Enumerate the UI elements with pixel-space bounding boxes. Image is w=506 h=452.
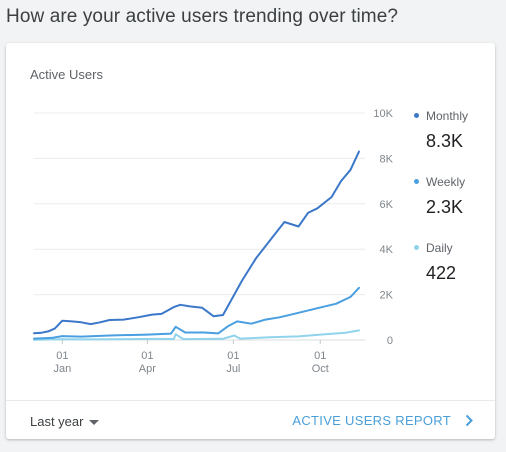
date-range-label: Last year	[30, 414, 84, 429]
y-tick-label: 8K	[380, 153, 394, 165]
x-tick-label: 01	[227, 350, 239, 362]
x-tick-label: Jan	[53, 363, 71, 375]
legend-dot-icon	[414, 245, 419, 250]
legend-dot-icon	[414, 179, 419, 184]
series-line-monthly	[33, 150, 360, 335]
series-line-weekly	[33, 286, 360, 340]
x-tick-label: 01	[314, 350, 326, 362]
active-users-report-link[interactable]: ACTIVE USERS REPORT	[292, 413, 473, 428]
x-tick-label: Jul	[226, 363, 240, 375]
legend-name: Monthly	[426, 109, 469, 123]
chevron-right-icon	[465, 414, 473, 427]
y-tick-label: 2K	[380, 290, 394, 302]
legend-value: 422	[426, 263, 457, 283]
x-tick-label: Apr	[139, 363, 156, 375]
y-tick-label: 6K	[380, 199, 394, 211]
legend-name: Weekly	[426, 175, 466, 189]
card-divider	[6, 400, 495, 401]
legend-value: 8.3K	[426, 131, 464, 151]
x-tick-label: Oct	[312, 363, 329, 375]
legend-dot-icon	[414, 113, 419, 118]
x-tick-label: 01	[141, 350, 153, 362]
series-line-daily	[33, 329, 360, 341]
report-link-label: ACTIVE USERS REPORT	[292, 413, 451, 428]
y-tick-label: 10K	[373, 108, 393, 120]
page-title: How are your active users trending over …	[6, 6, 399, 27]
legend-value: 2.3K	[426, 197, 464, 217]
caret-down-icon	[89, 420, 100, 425]
date-range-dropdown[interactable]: Last year	[30, 414, 100, 429]
legend-name: Daily	[426, 241, 453, 255]
x-tick-label: 01	[56, 350, 68, 362]
y-tick-label: 4K	[380, 244, 394, 256]
active-users-card: Active Users 0 2K 4K 6K 8K 10K 01 Jan 01 Apr 01 Jul…	[6, 43, 495, 439]
y-tick-label: 0	[387, 335, 393, 347]
card-title: Active Users	[30, 67, 103, 82]
